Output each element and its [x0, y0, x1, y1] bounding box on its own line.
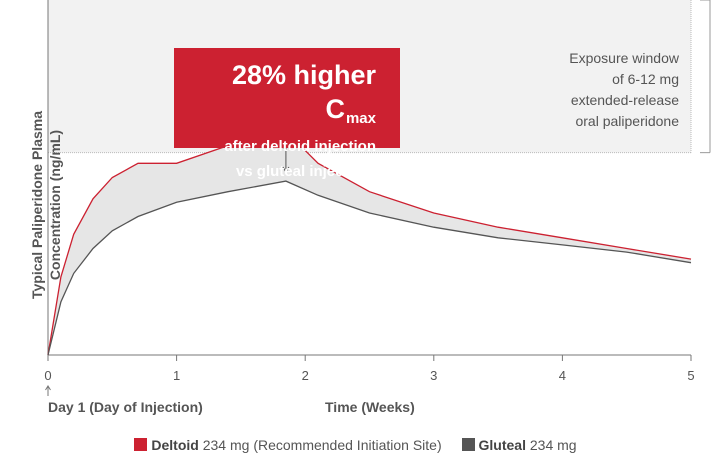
- exposure-line-4: oral paliperidone: [575, 113, 679, 129]
- cmax-arrow-head-bottom: [282, 166, 290, 174]
- day1-label: Day 1 (Day of Injection): [48, 399, 203, 415]
- exposure-line-2: of 6-12 mg: [612, 71, 679, 87]
- day1-arrow-head: [45, 385, 51, 391]
- legend-swatch-deltoid: [134, 438, 148, 451]
- cmax-callout: 28% higher Cmax after deltoid injection …: [174, 48, 400, 180]
- callout-line-1: after deltoid injection: [224, 138, 376, 155]
- y-axis-label: Typical Paliperidone Plasma Concentratio…: [28, 5, 68, 405]
- legend-swatch-gluteal: [461, 438, 475, 451]
- legend-item-gluteal: Gluteal 234 mg: [461, 437, 577, 453]
- x-tick-label: 1: [173, 368, 180, 383]
- difference-area: [48, 131, 691, 355]
- x-tick-label: 5: [687, 368, 694, 383]
- x-axis-label: Time (Weeks): [325, 399, 415, 415]
- y-axis-label-line-1: Typical Paliperidone Plasma: [29, 110, 45, 300]
- exposure-line-1: Exposure window: [569, 50, 679, 66]
- legend: Deltoid 234 mg (Recommended Initiation S…: [0, 437, 711, 453]
- x-tick-label: 2: [302, 368, 309, 383]
- x-tick-label: 0: [44, 368, 51, 383]
- x-tick-label: 4: [559, 368, 566, 383]
- callout-headline: 28% higher Cmax: [231, 60, 376, 127]
- day1-up-arrow: [45, 385, 51, 396]
- x-tick-label: 3: [430, 368, 437, 383]
- x-ticks: 0 1 2 3 4 5: [44, 355, 695, 383]
- exposure-window-label: Exposure window of 6-12 mg extended-rele…: [479, 48, 679, 132]
- callout-line-2: vs gluteal injection†: [235, 162, 376, 180]
- y-axis-label-line-2: Concentration (ng/mL): [47, 129, 63, 281]
- legend-item-deltoid: Deltoid 234 mg (Recommended Initiation S…: [134, 437, 442, 453]
- gluteal-line: [47, 180, 692, 356]
- exposure-line-3: extended-release: [570, 92, 679, 108]
